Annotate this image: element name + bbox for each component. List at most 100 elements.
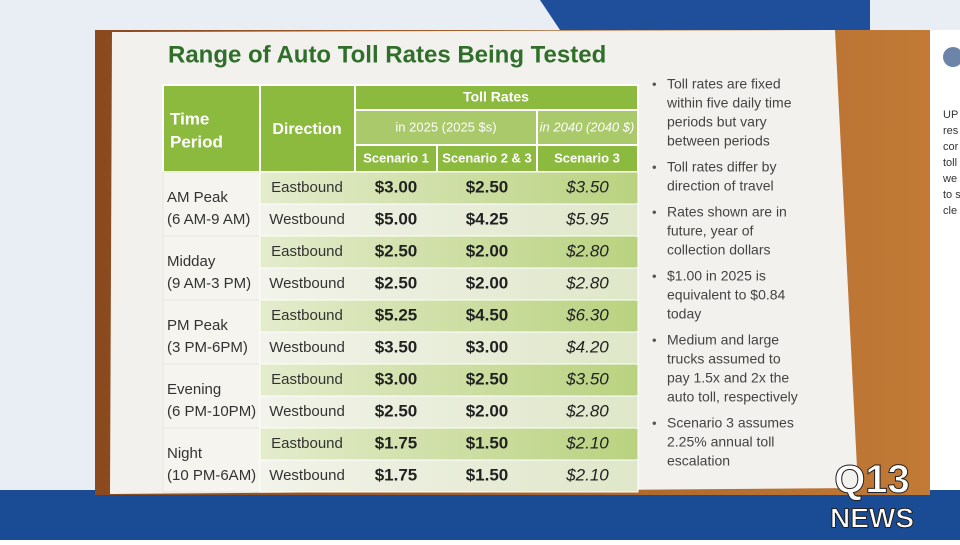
direction-cell: Eastbound (271, 435, 343, 452)
header-text: Direction (272, 121, 341, 138)
note-line: today (667, 306, 701, 322)
period-cell (162, 171, 261, 237)
note-line: auto toll, respectively (667, 389, 798, 405)
rate-cell: $1.50 (466, 433, 509, 452)
toll-table: Time Period Direction Toll Rates in 2025 (20… (162, 84, 639, 493)
rate-cell: $2.50 (466, 177, 509, 196)
notes: • Toll rates are fixed within five daily t… (652, 76, 798, 469)
period-name: Night (167, 445, 203, 462)
rate-cell: $3.00 (375, 177, 418, 196)
rate-cell: $5.95 (565, 209, 609, 228)
note-line: $1.00 in 2025 is (667, 268, 766, 284)
rate-cell: $2.50 (375, 401, 418, 420)
logo-top: Q13 (834, 458, 910, 502)
period-name: Evening (167, 381, 221, 398)
rate-cell: $2.00 (466, 273, 509, 292)
note-line: direction of travel (667, 178, 774, 194)
note-line: Toll rates differ by (667, 159, 776, 175)
period-hours: (6 AM-9 AM) (167, 211, 250, 228)
rate-cell: $6.30 (565, 305, 609, 324)
side-panel (930, 30, 960, 490)
period-name: AM Peak (167, 189, 228, 206)
rate-cell: $2.50 (375, 241, 418, 260)
row-bg (259, 203, 639, 237)
note-line: collection dollars (667, 242, 771, 258)
rate-cell: $2.10 (565, 433, 609, 452)
direction-cell: Westbound (269, 403, 345, 420)
direction-cell: Eastbound (271, 307, 343, 324)
row-bg (259, 459, 639, 493)
header-text: in 2040 (2040 $) (540, 119, 635, 134)
row-bg (259, 235, 639, 269)
period-name: PM Peak (167, 317, 228, 334)
note-line: within five daily time (666, 95, 792, 111)
side-line: we (942, 173, 957, 185)
rate-cell: $3.00 (375, 369, 418, 388)
period-hours: (6 PM-10PM) (167, 403, 256, 420)
note-line: Scenario 3 assumes (667, 415, 794, 431)
rate-cell: $2.00 (466, 401, 509, 420)
direction-cell: Eastbound (271, 243, 343, 260)
rate-cell: $2.10 (565, 465, 609, 484)
side-text: UP res cor toll we to s cle (942, 109, 960, 217)
rate-cell: $5.00 (375, 209, 418, 228)
side-line: cor (943, 141, 959, 153)
header-cell (436, 144, 538, 173)
rate-cell: $1.75 (375, 465, 418, 484)
direction-cell: Eastbound (271, 371, 343, 388)
rate-cell: $2.00 (466, 241, 509, 260)
period-hours: (9 AM-3 PM) (167, 275, 251, 292)
rate-cell: $3.50 (375, 337, 418, 356)
note-line: Toll rates are fixed (667, 76, 781, 92)
direction-cell: Westbound (269, 467, 345, 484)
rate-cell: $2.80 (565, 241, 609, 260)
side-line: res (943, 125, 959, 137)
rate-cell: $2.80 (565, 273, 609, 292)
rate-cell: $2.50 (466, 369, 509, 388)
direction-cell: Westbound (269, 275, 345, 292)
note-line: Rates shown are in (667, 204, 787, 220)
header-text: Toll Rates (463, 89, 529, 105)
bullet: • (652, 332, 657, 347)
bullet: • (652, 76, 657, 91)
period-cell (162, 427, 261, 493)
header-text: Time (170, 109, 209, 128)
header-text: Scenario 3 (554, 150, 620, 165)
period-hours: (3 PM-6PM) (167, 339, 248, 356)
row-bg (259, 267, 639, 301)
avatar (943, 47, 960, 67)
bullet: • (652, 268, 657, 283)
direction-cell: Westbound (269, 339, 345, 356)
note-line: equivalent to $0.84 (667, 287, 786, 303)
side-line: to s (943, 189, 960, 201)
note-line: between periods (667, 133, 770, 149)
logo-bottom: NEWS (830, 502, 914, 533)
period-cell (162, 299, 261, 365)
direction-cell: Westbound (269, 211, 345, 228)
header-text: Scenario 1 (363, 150, 429, 165)
note-line: 2.25% annual toll (667, 434, 774, 450)
side-line: toll (943, 157, 957, 169)
row-bg (259, 363, 639, 397)
header-text: in 2025 (2025 $s) (395, 119, 496, 134)
rate-cell: $3.50 (565, 177, 609, 196)
bullet: • (652, 159, 657, 174)
rate-cell: $5.25 (375, 305, 418, 324)
period-cell (162, 363, 261, 429)
rate-cell: $1.75 (375, 433, 418, 452)
blue-band-bottom (0, 490, 960, 540)
side-line: cle (943, 205, 957, 217)
note-line: periods but vary (667, 114, 767, 130)
bullet: • (652, 204, 657, 219)
note-line: trucks assumed to (667, 351, 781, 367)
header-text: Period (170, 132, 223, 151)
row-bg (259, 427, 639, 461)
direction-cell: Eastbound (271, 179, 343, 196)
rate-cell: $3.50 (565, 369, 609, 388)
header-text: Scenario 2 & 3 (442, 150, 532, 165)
rate-cell: $2.80 (565, 401, 609, 420)
header-cell (536, 109, 639, 146)
header-cell (354, 84, 639, 111)
